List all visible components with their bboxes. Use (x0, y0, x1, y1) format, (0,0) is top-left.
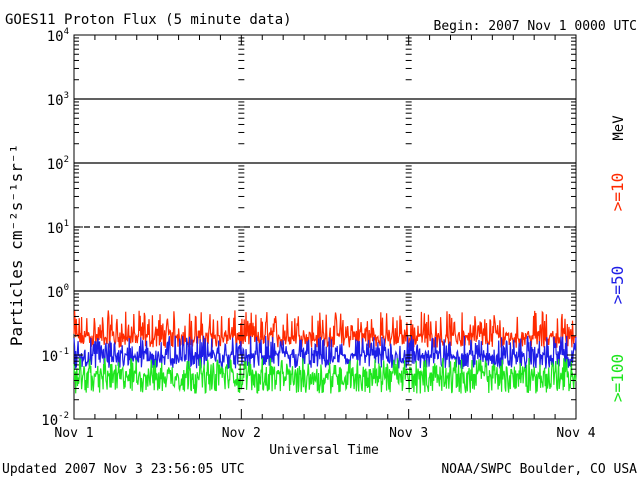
credit-line: NOAA/SWPC Boulder, CO USA (441, 462, 637, 477)
legend-unit: MeV (611, 115, 627, 141)
series-line-3 (73, 357, 577, 395)
x-tick-label: Nov 4 (556, 426, 595, 441)
y-tick-label: 10-2 (41, 411, 69, 429)
y-tick-label: 102 (47, 155, 69, 173)
y-tick-label: 10-1 (41, 347, 69, 365)
series-line-2 (73, 335, 577, 370)
y-tick-labels: 10-2 10-1 100 101 102 103 104 (41, 27, 69, 429)
y-tick-label: 100 (47, 283, 69, 301)
reference-lines (74, 98, 576, 292)
series-layer (73, 310, 577, 395)
y-tick-label: 101 (47, 219, 69, 237)
x-tick-labels: Nov 1 Nov 2 Nov 3 Nov 4 (54, 426, 595, 441)
y-axis-label: Particles cm⁻²s⁻¹sr⁻¹ (7, 144, 26, 346)
x-tick-label: Nov 3 (389, 426, 428, 441)
updated-time: Updated 2007 Nov 3 23:56:05 UTC (2, 462, 245, 477)
begin-time: Begin: 2007 Nov 1 0000 UTC (434, 19, 638, 34)
y-tick-label: 104 (47, 27, 69, 45)
chart-title: GOES11 Proton Flux (5 minute data) (5, 12, 292, 28)
legend-item-1: >=10 (608, 173, 627, 212)
x-tick-label: Nov 1 (54, 426, 93, 441)
y-tick-label: 103 (47, 91, 69, 109)
axis-ticks (73, 34, 577, 420)
x-axis-label: Universal Time (269, 443, 379, 458)
x-tick-label: Nov 2 (222, 426, 261, 441)
legend: MeV >=10 >=50 >=100 (608, 115, 627, 402)
series-line-1 (73, 310, 577, 349)
legend-item-2: >=50 (608, 266, 627, 305)
legend-item-3: >=100 (608, 354, 627, 402)
